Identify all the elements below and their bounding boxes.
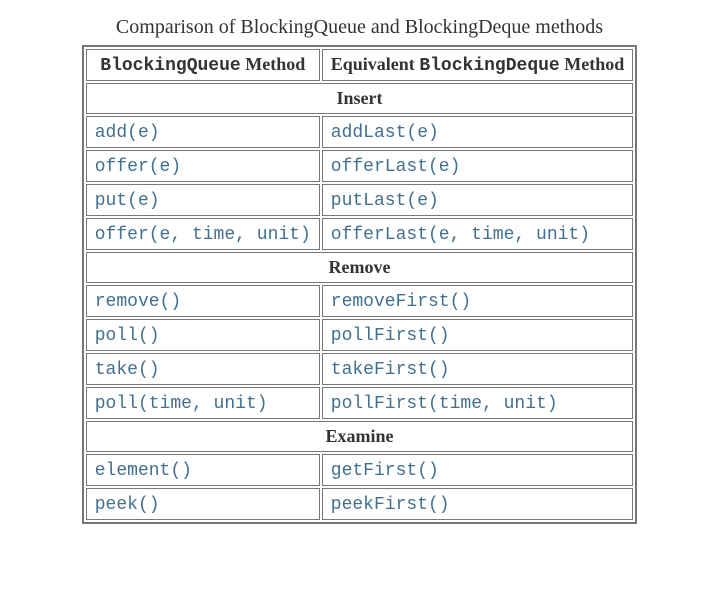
section-header-row: Insert [86, 83, 634, 114]
method-link[interactable]: poll(time, unit) [95, 394, 268, 414]
table-row: take() takeFirst() [86, 353, 634, 385]
method-cell-left: remove() [86, 285, 320, 317]
method-cell-right: peekFirst() [322, 488, 633, 520]
header-col1-suffix: Method [241, 54, 306, 74]
method-cell-right: removeFirst() [322, 285, 633, 317]
method-link[interactable]: take() [95, 360, 160, 380]
table-row: element() getFirst() [86, 454, 634, 486]
method-link[interactable]: offer(e, time, unit) [95, 225, 311, 245]
table-row: add(e) addLast(e) [86, 116, 634, 148]
method-link[interactable]: element() [95, 461, 192, 481]
method-link[interactable]: pollFirst(time, unit) [331, 394, 558, 414]
method-link[interactable]: offerLast(e) [331, 157, 461, 177]
header-col1-code: BlockingQueue [100, 56, 240, 76]
header-col2-prefix: Equivalent [331, 54, 420, 74]
method-cell-left: add(e) [86, 116, 320, 148]
method-cell-right: takeFirst() [322, 353, 633, 385]
method-link[interactable]: offerLast(e, time, unit) [331, 225, 590, 245]
method-link[interactable]: peek() [95, 495, 160, 515]
header-col2-code: BlockingDeque [419, 56, 559, 76]
method-link[interactable]: getFirst() [331, 461, 439, 481]
method-link[interactable]: add(e) [95, 123, 160, 143]
method-link[interactable]: addLast(e) [331, 123, 439, 143]
method-cell-right: offerLast(e) [322, 150, 633, 182]
method-cell-left: poll() [86, 319, 320, 351]
method-cell-left: poll(time, unit) [86, 387, 320, 419]
section-header: Insert [86, 83, 634, 114]
method-cell-right: putLast(e) [322, 184, 633, 216]
header-col2: Equivalent BlockingDeque Method [322, 49, 633, 81]
method-link[interactable]: remove() [95, 292, 181, 312]
method-link[interactable]: poll() [95, 326, 160, 346]
method-cell-left: peek() [86, 488, 320, 520]
table-row: offer(e) offerLast(e) [86, 150, 634, 182]
method-cell-left: offer(e) [86, 150, 320, 182]
section-header: Remove [86, 252, 634, 283]
section-header-row: Examine [86, 421, 634, 452]
method-cell-right: addLast(e) [322, 116, 633, 148]
method-link[interactable]: put(e) [95, 191, 160, 211]
comparison-table: BlockingQueue Method Equivalent Blocking… [82, 45, 638, 524]
table-row: offer(e, time, unit) offerLast(e, time, u… [86, 218, 634, 250]
section-header: Examine [86, 421, 634, 452]
header-col2-suffix: Method [560, 54, 625, 74]
method-cell-right: pollFirst() [322, 319, 633, 351]
method-link[interactable]: putLast(e) [331, 191, 439, 211]
method-link[interactable]: peekFirst() [331, 495, 450, 515]
header-row: BlockingQueue Method Equivalent Blocking… [86, 49, 634, 81]
method-link[interactable]: offer(e) [95, 157, 181, 177]
table-row: put(e) putLast(e) [86, 184, 634, 216]
method-cell-right: getFirst() [322, 454, 633, 486]
section-header-row: Remove [86, 252, 634, 283]
method-cell-left: element() [86, 454, 320, 486]
table-caption: Comparison of BlockingQueue and Blocking… [30, 16, 689, 39]
method-cell-left: put(e) [86, 184, 320, 216]
table-body: Insert add(e) addLast(e) offer(e) offerLast(… [86, 83, 634, 520]
table-row: poll() pollFirst() [86, 319, 634, 351]
method-link[interactable]: pollFirst() [331, 326, 450, 346]
method-cell-right: offerLast(e, time, unit) [322, 218, 633, 250]
method-cell-right: pollFirst(time, unit) [322, 387, 633, 419]
table-row: poll(time, unit) pollFirst(time, unit) [86, 387, 634, 419]
method-link[interactable]: removeFirst() [331, 292, 471, 312]
header-col1: BlockingQueue Method [86, 49, 320, 81]
method-link[interactable]: takeFirst() [331, 360, 450, 380]
method-cell-left: take() [86, 353, 320, 385]
table-row: peek() peekFirst() [86, 488, 634, 520]
method-cell-left: offer(e, time, unit) [86, 218, 320, 250]
table-row: remove() removeFirst() [86, 285, 634, 317]
